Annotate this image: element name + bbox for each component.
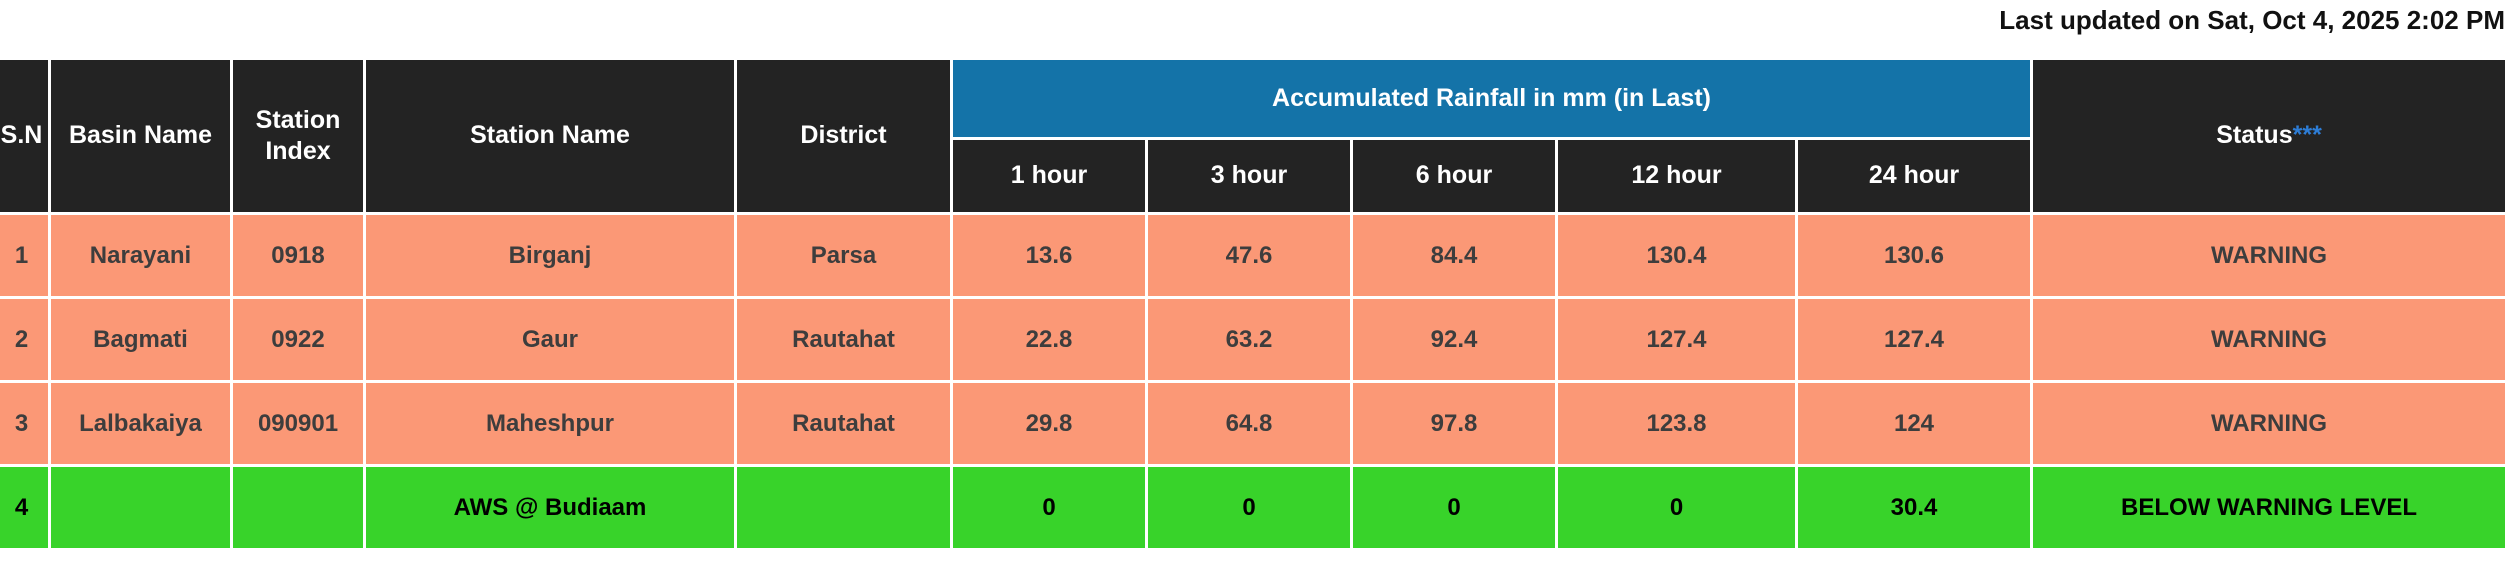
cell-basin-name: Narayani [48,212,233,299]
col-header-12-hour: 12 hour [1555,137,1798,215]
status-header-label: Status [2216,121,2293,150]
cell-rain-3h: 47.6 [1145,212,1353,299]
cell-rain-24h: 30.4 [1795,464,2033,551]
col-header-24-hour: 24 hour [1795,137,2033,215]
cell-station-index: 090901 [230,380,366,467]
cell-rain-1h: 0 [950,464,1148,551]
cell-station-name: Birganj [363,212,737,299]
cell-status: WARNING [2030,380,2508,467]
cell-rain-1h: 13.6 [950,212,1148,299]
col-header-rainfall-group: Accumulated Rainfall in mm (in Last) [950,57,2033,140]
col-header-6-hour: 6 hour [1350,137,1558,215]
table-header: S.N Basin Name Station Index Station Nam… [0,57,2508,215]
col-header-basin-name: Basin Name [48,57,233,215]
rainfall-table: S.N Basin Name Station Index Station Nam… [0,57,2508,551]
header-row-hours: 1 hour 3 hour 6 hour 12 hour 24 hour [0,137,2507,215]
cell-sn: 4 [0,464,51,551]
col-header-status: Status*** [2030,57,2508,215]
cell-district: Rautahat [734,296,953,383]
cell-status: BELOW WARNING LEVEL [2030,464,2508,551]
cell-status: WARNING [2030,296,2508,383]
table-row: 4 AWS @ Budiaam 0 0 0 0 30.4 BELOW WARNI… [0,464,2508,551]
cell-rain-1h: 29.8 [950,380,1148,467]
cell-basin-name [48,464,233,551]
rainfall-table-container: S.N Basin Name Station Index Station Nam… [0,57,2508,551]
cell-district: Parsa [734,212,953,299]
last-updated-text: Last updated on Sat, Oct 4, 2025 2:02 PM [1999,5,2505,35]
cell-rain-3h: 64.8 [1145,380,1353,467]
table-row: 3 Lalbakaiya 090901 Maheshpur Rautahat 2… [0,380,2508,467]
col-header-sn: S.N [0,57,51,215]
col-header-1-hour: 1 hour [950,137,1148,215]
cell-basin-name: Bagmati [48,296,233,383]
col-header-station-name: Station Name [363,57,737,215]
col-header-district: District [734,57,953,215]
cell-rain-12h: 0 [1555,464,1798,551]
cell-basin-name: Lalbakaiya [48,380,233,467]
table-row: 2 Bagmati 0922 Gaur Rautahat 22.8 63.2 9… [0,296,2508,383]
cell-station-name: Gaur [363,296,737,383]
status-header-asterisks: *** [2292,121,2322,150]
cell-station-index: 0918 [230,212,366,299]
cell-district [734,464,953,551]
cell-rain-3h: 0 [1145,464,1353,551]
cell-rain-1h: 22.8 [950,296,1148,383]
cell-rain-12h: 127.4 [1555,296,1798,383]
cell-station-index [230,464,366,551]
cell-sn: 1 [0,212,51,299]
cell-sn: 2 [0,296,51,383]
cell-rain-24h: 127.4 [1795,296,2033,383]
cell-district: Rautahat [734,380,953,467]
cell-rain-3h: 63.2 [1145,296,1353,383]
cell-station-name: AWS @ Budiaam [363,464,737,551]
cell-rain-6h: 84.4 [1350,212,1558,299]
cell-rain-6h: 92.4 [1350,296,1558,383]
top-bar: Last updated on Sat, Oct 4, 2025 2:02 PM [0,0,2512,57]
cell-rain-12h: 130.4 [1555,212,1798,299]
cell-station-name: Maheshpur [363,380,737,467]
cell-rain-24h: 130.6 [1795,212,2033,299]
cell-rain-6h: 97.8 [1350,380,1558,467]
col-header-3-hour: 3 hour [1145,137,1353,215]
table-body: 1 Narayani 0918 Birganj Parsa 13.6 47.6 … [0,212,2508,551]
table-row: 1 Narayani 0918 Birganj Parsa 13.6 47.6 … [0,212,2508,299]
cell-rain-6h: 0 [1350,464,1558,551]
cell-status: WARNING [2030,212,2508,299]
cell-rain-12h: 123.8 [1555,380,1798,467]
cell-station-index: 0922 [230,296,366,383]
cell-sn: 3 [0,380,51,467]
cell-rain-24h: 124 [1795,380,2033,467]
header-row-top: S.N Basin Name Station Index Station Nam… [0,57,2508,215]
col-header-station-index: Station Index [230,57,366,215]
